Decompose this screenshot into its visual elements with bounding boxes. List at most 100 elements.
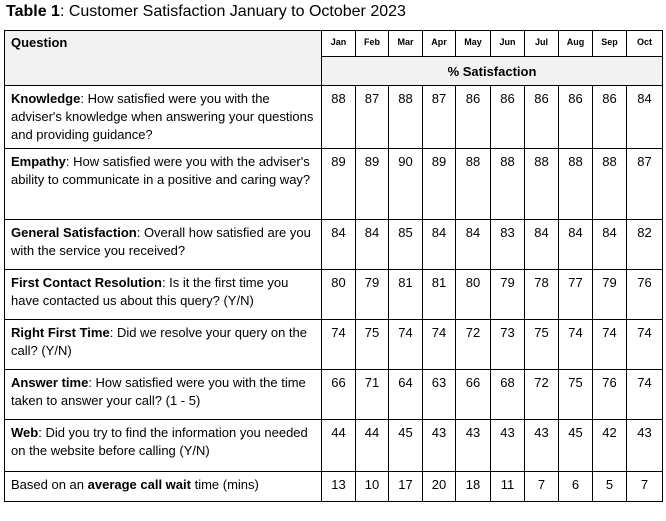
value-cell: 43 [524, 419, 559, 472]
caption-text: : Customer Satisfaction January to Octob… [59, 3, 406, 20]
value-cell: 88 [490, 148, 525, 220]
value-cell: 78 [524, 269, 559, 320]
value-cell: 85 [388, 219, 423, 270]
value-cell: 88 [388, 85, 423, 149]
value-cell: 45 [388, 419, 423, 472]
question-cell: Knowledge: How satisfied were you with t… [4, 85, 322, 149]
value-cell: 20 [422, 471, 456, 502]
month-header: May [455, 30, 491, 57]
month-header: Sep [592, 30, 627, 57]
value-cell: 89 [355, 148, 389, 220]
value-cell: 6 [558, 471, 593, 502]
question-cell: Web: Did you try to find the information… [4, 419, 322, 472]
value-cell: 74 [626, 319, 663, 370]
value-cell: 80 [455, 269, 491, 320]
question-cell: First Contact Resolution: Is it the firs… [4, 269, 322, 320]
value-cell: 76 [626, 269, 663, 320]
value-cell: 84 [592, 219, 627, 270]
value-cell: 86 [455, 85, 491, 149]
table-row: Based on an average call wait time (mins… [4, 471, 663, 502]
value-cell: 79 [490, 269, 525, 320]
month-header: Aug [558, 30, 593, 57]
value-cell: 74 [558, 319, 593, 370]
value-cell: 13 [321, 471, 356, 502]
question-cell: Right First Time: Did we resolve your qu… [4, 319, 322, 370]
value-cell: 86 [558, 85, 593, 149]
month-header: Jun [490, 30, 525, 57]
month-header: Apr [422, 30, 456, 57]
month-header: Feb [355, 30, 389, 57]
value-cell: 43 [626, 419, 663, 472]
value-cell: 86 [490, 85, 525, 149]
value-cell: 43 [422, 419, 456, 472]
month-header: Jan [321, 30, 356, 57]
value-cell: 84 [455, 219, 491, 270]
value-cell: 90 [388, 148, 423, 220]
value-cell: 74 [422, 319, 456, 370]
value-cell: 10 [355, 471, 389, 502]
value-cell: 88 [592, 148, 627, 220]
value-cell: 75 [355, 319, 389, 370]
value-cell: 72 [455, 319, 491, 370]
value-cell: 84 [524, 219, 559, 270]
question-topic: First Contact Resolution [11, 275, 162, 290]
table-row: Web: Did you try to find the information… [4, 419, 663, 472]
value-cell: 44 [355, 419, 389, 472]
value-cell: 74 [321, 319, 356, 370]
question-topic: average call wait [87, 477, 191, 492]
value-cell: 73 [490, 319, 525, 370]
table-row: First Contact Resolution: Is it the firs… [4, 269, 663, 320]
value-cell: 76 [592, 369, 627, 420]
table-row: Knowledge: How satisfied were you with t… [4, 85, 663, 149]
question-cell: Empathy: How satisfied were you with the… [4, 148, 322, 220]
month-header: Jul [524, 30, 559, 57]
value-cell: 89 [422, 148, 456, 220]
value-cell: 7 [524, 471, 559, 502]
value-cell: 64 [388, 369, 423, 420]
value-cell: 75 [524, 319, 559, 370]
satisfaction-table: Question Jan Feb Mar Apr May Jun Jul Aug… [4, 30, 663, 502]
question-text: : Overall how satisfied are you with the… [11, 225, 311, 258]
question-text: time (mins) [190, 477, 259, 492]
value-cell: 87 [422, 85, 456, 149]
question-header: Question [4, 30, 322, 86]
value-cell: 74 [592, 319, 627, 370]
value-cell: 7 [626, 471, 663, 502]
value-cell: 84 [626, 85, 663, 149]
value-cell: 66 [321, 369, 356, 420]
question-cell: Answer time: How satisfied were you with… [4, 369, 322, 420]
value-cell: 88 [321, 85, 356, 149]
question-topic: General Satisfaction [11, 225, 137, 240]
value-cell: 17 [388, 471, 423, 502]
value-cell: 86 [592, 85, 627, 149]
value-cell: 63 [422, 369, 456, 420]
table-row: Answer time: How satisfied were you with… [4, 369, 663, 420]
caption-label: Table 1 [6, 3, 60, 20]
value-cell: 18 [455, 471, 491, 502]
table-caption: Table 1: Customer Satisfaction January t… [6, 2, 406, 22]
table-row: General Satisfaction: Overall how satisf… [4, 219, 663, 270]
value-cell: 42 [592, 419, 627, 472]
question-topic: Right First Time [11, 325, 110, 340]
value-cell: 83 [490, 219, 525, 270]
value-cell: 45 [558, 419, 593, 472]
value-cell: 87 [355, 85, 389, 149]
month-header: Oct [626, 30, 663, 57]
value-cell: 84 [355, 219, 389, 270]
value-cell: 81 [422, 269, 456, 320]
value-cell: 84 [422, 219, 456, 270]
table-row: Empathy: How satisfied were you with the… [4, 148, 663, 220]
question-text: : Did we resolve your query on the call?… [11, 325, 307, 358]
value-cell: 11 [490, 471, 525, 502]
question-topic: Answer time [11, 375, 89, 390]
question-topic: Empathy [11, 154, 66, 169]
value-cell: 71 [355, 369, 389, 420]
unit-header: % Satisfaction [321, 56, 663, 86]
question-text: Based on an [11, 477, 88, 492]
value-cell: 89 [321, 148, 356, 220]
table-row: Right First Time: Did we resolve your qu… [4, 319, 663, 370]
value-cell: 79 [355, 269, 389, 320]
question-text: : How satisfied were you with the advise… [11, 91, 314, 142]
question-topic: Knowledge [11, 91, 81, 106]
value-cell: 77 [558, 269, 593, 320]
